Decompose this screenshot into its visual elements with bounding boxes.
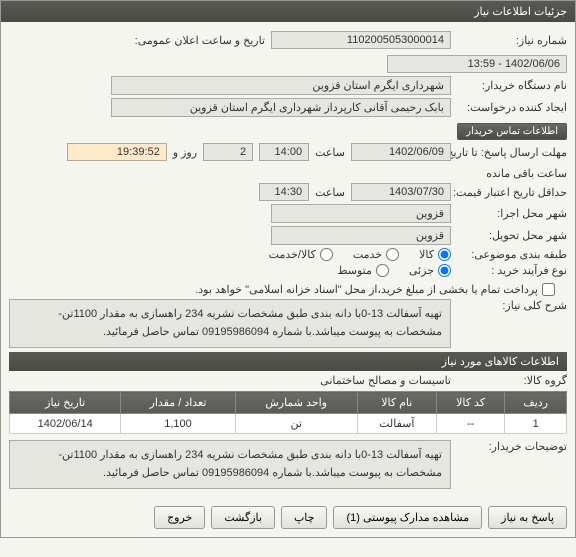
reply-button[interactable]: پاسخ به نیاز [488, 506, 567, 529]
buyer-notes-box: تهیه آسفالت 13-0با دانه بندی طبق مشخصات … [9, 440, 451, 489]
table-header: تاریخ نیاز [10, 392, 121, 414]
need-desc-label: شرح کلی نیاز: [457, 299, 567, 312]
need-details-panel: جزئیات اطلاعات نیاز شماره نیاز: 11020050… [0, 0, 576, 538]
table-header: واحد شمارش [235, 392, 357, 414]
proc-radio-b[interactable] [376, 264, 389, 277]
treasury-checkbox[interactable] [542, 283, 555, 296]
panel-body: شماره نیاز: 1102005053000014 تاریخ و ساع… [1, 22, 575, 498]
request-field: بابک رحیمی آقانی کارپرداز شهرداری ایگرم … [111, 98, 451, 117]
process-radio-group: جزئی متوسط [337, 264, 451, 277]
goods-group-value: تاسیسات و مصالح ساختمانی [320, 374, 451, 387]
validity-label: حداقل تاریخ اعتبار قیمت: تا تاریخ: [457, 186, 567, 199]
pkg-label: طبقه بندی موضوعی: [457, 248, 567, 261]
buyer-label: نام دستگاه خریدار: [457, 79, 567, 92]
need-desc-box: تهیه آسفالت 13-0با دانه بندی طبق مشخصات … [9, 299, 451, 348]
buyer-field: شهرداری ایگرم استان قزوین [111, 76, 451, 95]
process-opt-a[interactable]: جزئی [409, 264, 451, 277]
contact-button[interactable]: اطلاعات تماس خریدار [457, 123, 567, 140]
remaining-label: ساعت باقی مانده [486, 167, 567, 180]
table-cell: تن [235, 414, 357, 434]
process-opt-b[interactable]: متوسط [337, 264, 389, 277]
table-header: کد کالا [436, 392, 505, 414]
table-cell: 1 [505, 414, 567, 434]
table-cell: آسفالت [357, 414, 436, 434]
print-button[interactable]: چاپ [281, 506, 328, 529]
days-label: روز و [173, 146, 197, 159]
deadline-label: مهلت ارسال پاسخ: تا تاریخ: [457, 146, 567, 159]
process-label: نوع فرآیند خرید : [457, 264, 567, 277]
exec-city-field: قزوین [271, 204, 451, 223]
request-label: ایجاد کننده درخواست: [457, 101, 567, 114]
pkg-opt-c[interactable]: کالا/خدمت [269, 248, 333, 261]
goods-table: ردیفکد کالانام کالاواحد شمارشتعداد / مقد… [9, 391, 567, 434]
exit-button[interactable]: خروج [154, 506, 205, 529]
deliver-city-label: شهر محل تحویل: [457, 229, 567, 242]
days-field: 2 [203, 143, 253, 161]
need-no-label: شماره نیاز: [457, 34, 567, 47]
exec-city-label: شهر محل اجرا: [457, 207, 567, 220]
table-header: تعداد / مقدار [121, 392, 235, 414]
treasury-checkbox-item[interactable]: پرداخت تمام یا بخشی از مبلغ خرید،از محل … [195, 283, 555, 296]
pkg-radio-a[interactable] [438, 248, 451, 261]
pkg-radio-group: کالا خدمت کالا/خدمت [269, 248, 451, 261]
validity-time-field: 14:30 [259, 183, 309, 201]
goods-group-label: گروه کالا: [457, 374, 567, 387]
pkg-opt-a[interactable]: کالا [419, 248, 451, 261]
table-cell: -- [436, 414, 505, 434]
treasury-text: پرداخت تمام یا بخشی از مبلغ خرید،از محل … [195, 283, 538, 296]
deadline-date-field: 1402/06/09 [351, 143, 451, 161]
attachments-button[interactable]: مشاهده مدارک پیوستی (1) [333, 506, 482, 529]
goods-section-title: اطلاعات کالاهای مورد نیاز [9, 352, 567, 371]
footer-buttons: پاسخ به نیاز مشاهده مدارک پیوستی (1) چاپ… [1, 498, 575, 537]
announce-dt-field: 1402/06/06 - 13:59 [387, 55, 567, 73]
proc-radio-a[interactable] [438, 264, 451, 277]
pkg-opt-b[interactable]: خدمت [353, 248, 399, 261]
panel-title: جزئیات اطلاعات نیاز [1, 1, 575, 22]
deliver-city-field: قزوین [271, 226, 451, 245]
table-cell: 1,100 [121, 414, 235, 434]
buyer-notes-label: توضیحات خریدار: [457, 440, 567, 453]
time-label: ساعت [315, 146, 345, 159]
countdown-field: 19:39:52 [67, 143, 167, 161]
need-no-field: 1102005053000014 [271, 31, 451, 49]
back-button[interactable]: بازگشت [211, 506, 275, 529]
table-header: ردیف [505, 392, 567, 414]
announce-dt-label: تاریخ و ساعت اعلان عمومی: [135, 34, 265, 47]
table-cell: 1402/06/14 [10, 414, 121, 434]
time-label2: ساعت [315, 186, 345, 199]
pkg-radio-c[interactable] [320, 248, 333, 261]
validity-date-field: 1403/07/30 [351, 183, 451, 201]
table-row[interactable]: 1--آسفالتتن1,1001402/06/14 [10, 414, 567, 434]
deadline-time-field: 14:00 [259, 143, 309, 161]
pkg-radio-b[interactable] [386, 248, 399, 261]
table-header: نام کالا [357, 392, 436, 414]
